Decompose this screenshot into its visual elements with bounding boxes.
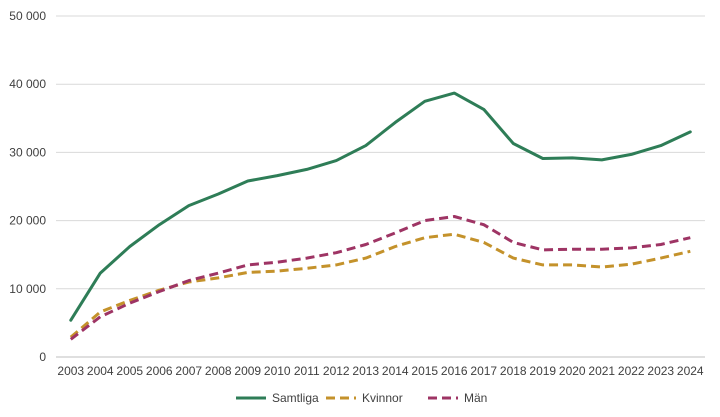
x-tick-label: 2010 (264, 364, 291, 378)
legend-label-kvinnor: Kvinnor (362, 391, 403, 405)
x-tick-label: 2003 (57, 364, 84, 378)
series-line-män (69, 215, 691, 341)
legend-label-män: Män (464, 391, 487, 405)
x-axis-tick-labels: 2003 2004 2005 2006 2007 2008 2009 2010 2011 2012… (57, 364, 704, 378)
x-tick-label: 2007 (175, 364, 202, 378)
grid-lines (56, 15, 705, 358)
x-tick-label: 2018 (500, 364, 527, 378)
x-tick-label: 2021 (588, 364, 615, 378)
x-tick-label: 2015 (411, 364, 438, 378)
series-line-kvinnor (69, 232, 691, 339)
y-tick-label: 20 000 (9, 214, 46, 228)
x-tick-label: 2014 (382, 364, 409, 378)
x-tick-label: 2004 (87, 364, 114, 378)
legend: Samtliga Kvinnor Män (236, 391, 487, 405)
x-tick-label: 2022 (618, 364, 645, 378)
x-tick-label: 2020 (559, 364, 586, 378)
y-tick-label: 50 000 (9, 9, 46, 23)
legend-label-samtliga: Samtliga (272, 391, 319, 405)
y-tick-label: 0 (39, 350, 46, 364)
x-tick-label: 2017 (470, 364, 497, 378)
y-tick-label: 10 000 (9, 282, 46, 296)
x-tick-label: 2016 (441, 364, 468, 378)
x-tick-label: 2013 (352, 364, 379, 378)
x-tick-label: 2012 (323, 364, 350, 378)
x-tick-label: 2008 (205, 364, 232, 378)
x-tick-label: 2011 (294, 364, 320, 378)
x-tick-label: 2019 (529, 364, 556, 378)
x-tick-label: 2005 (116, 364, 143, 378)
x-tick-label: 2006 (146, 364, 173, 378)
x-tick-label: 2009 (234, 364, 261, 378)
x-tick-label: 2023 (647, 364, 674, 378)
x-tick-label: 2024 (677, 364, 704, 378)
series-lines (69, 91, 692, 341)
y-tick-label: 40 000 (9, 77, 46, 91)
y-tick-label: 30 000 (9, 145, 46, 159)
y-axis-tick-labels: 0 10 000 20 000 30 000 40 000 50 000 (9, 9, 46, 364)
series-line-samtliga (69, 91, 692, 322)
